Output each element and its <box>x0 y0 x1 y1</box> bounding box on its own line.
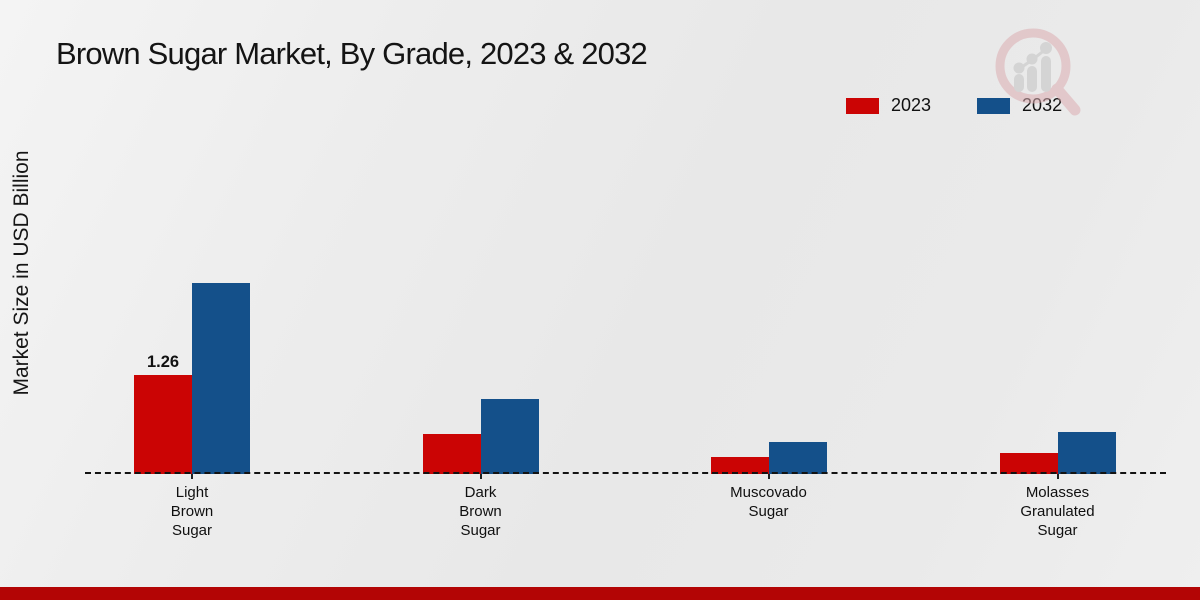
legend-swatch-2032 <box>977 97 1011 114</box>
bar-value-label: 1.26 <box>146 353 180 371</box>
legend-swatch-2023 <box>846 97 879 114</box>
bottom-accent-bar <box>0 587 1200 600</box>
bar-2023-dark-brown-sugar <box>422 434 481 474</box>
x-axis-tick <box>191 474 193 479</box>
x-axis-tick <box>1056 474 1059 479</box>
category-label-dark-brown-sugar: Dark Brown Sugar <box>459 484 502 539</box>
x-axis-tick <box>479 474 482 479</box>
x-axis-tick <box>767 474 770 479</box>
bar-2032-molasses-granulated-sugar <box>1057 432 1116 474</box>
bar-2023-light-brown-sugar <box>134 375 192 474</box>
bar-2023-molasses-granulated-sugar <box>999 453 1058 474</box>
category-label-molasses-granulated-sugar: Molasses Granulated Sugar <box>1020 484 1095 539</box>
category-label-muscovado-sugar: Muscovado Sugar <box>730 484 807 520</box>
x-axis-baseline <box>85 472 1166 474</box>
chart-title: Brown Sugar Market, By Grade, 2023 & 203… <box>56 36 648 71</box>
bar-2032-dark-brown-sugar <box>480 399 539 474</box>
legend-label-2023: 2023 <box>891 95 932 115</box>
category-label-light-brown-sugar: Light Brown Sugar <box>170 484 214 539</box>
legend-item-2023: 2023 <box>846 95 931 116</box>
bar-2023-muscovado-sugar <box>710 457 769 474</box>
bar-2032-muscovado-sugar <box>768 442 827 474</box>
magnifier-bar-chart-watermark-icon <box>995 28 1081 116</box>
bar-2032-light-brown-sugar <box>192 283 250 474</box>
